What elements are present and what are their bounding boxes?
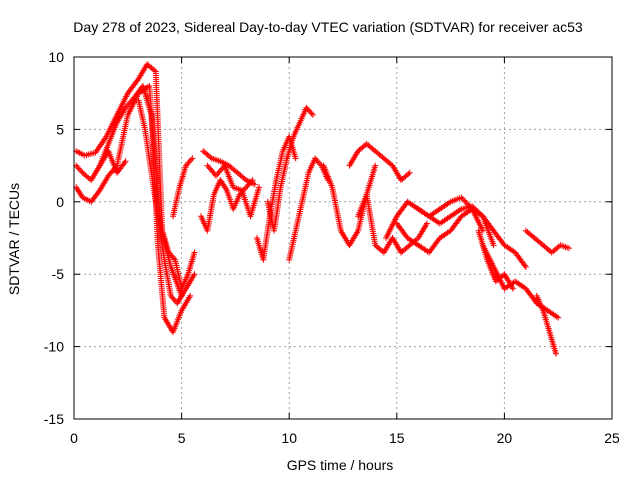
y-axis-title: SDTVAR / TECUs: [6, 183, 22, 295]
point-markers: [73, 83, 185, 299]
series-track-r: [415, 203, 529, 270]
x-tick-label: 0: [70, 430, 78, 446]
series-track-e: [96, 148, 129, 176]
y-tick-label: 10: [48, 49, 64, 65]
point-markers: [346, 140, 413, 184]
plot-frame: [73, 56, 613, 420]
y-tick-label: 5: [56, 121, 64, 137]
point-markers: [522, 227, 572, 256]
point-markers: [170, 155, 196, 220]
series-track-t: [475, 227, 516, 292]
series-track-c: [73, 83, 185, 299]
y-tick-label: -10: [44, 339, 64, 355]
point-markers: [204, 162, 263, 220]
point-markers: [475, 227, 516, 292]
series-track-s: [479, 242, 562, 321]
axis-ticks: [73, 56, 613, 420]
data-points: [73, 61, 572, 357]
point-markers: [415, 203, 529, 270]
point-markers: [320, 162, 379, 249]
series-track-o: [355, 191, 430, 256]
series-track-m: [320, 162, 379, 249]
x-axis-title: GPS time / hours: [287, 457, 394, 473]
grid-lines: [74, 57, 612, 419]
x-tick-label: 5: [178, 430, 186, 446]
point-markers: [355, 191, 430, 256]
y-tick-label: -15: [44, 411, 64, 427]
x-tick-label: 20: [497, 430, 513, 446]
x-tick-labels: 0 5 10 15 20 25: [70, 430, 620, 446]
series-track-v: [522, 227, 572, 256]
series-track-u: [533, 292, 559, 357]
x-tick-label: 15: [389, 430, 405, 446]
series-track-n: [346, 140, 413, 184]
series-track-f: [170, 155, 196, 220]
y-tick-label: -5: [52, 266, 65, 282]
point-markers: [264, 104, 316, 234]
series-track-k: [264, 104, 316, 234]
y-tick-label: 0: [56, 194, 64, 210]
x-tick-label: 10: [281, 430, 297, 446]
point-markers: [135, 97, 198, 307]
series-track-i: [204, 162, 263, 220]
chart-title: Day 278 of 2023, Sidereal Day-to-day VTE…: [73, 19, 583, 35]
point-markers: [533, 292, 559, 357]
y-tick-labels: -15 -10 -5 0 5 10: [44, 49, 64, 427]
point-markers: [96, 148, 129, 176]
series-track-d: [135, 97, 198, 307]
point-markers: [479, 242, 562, 321]
x-tick-label: 25: [604, 430, 620, 446]
